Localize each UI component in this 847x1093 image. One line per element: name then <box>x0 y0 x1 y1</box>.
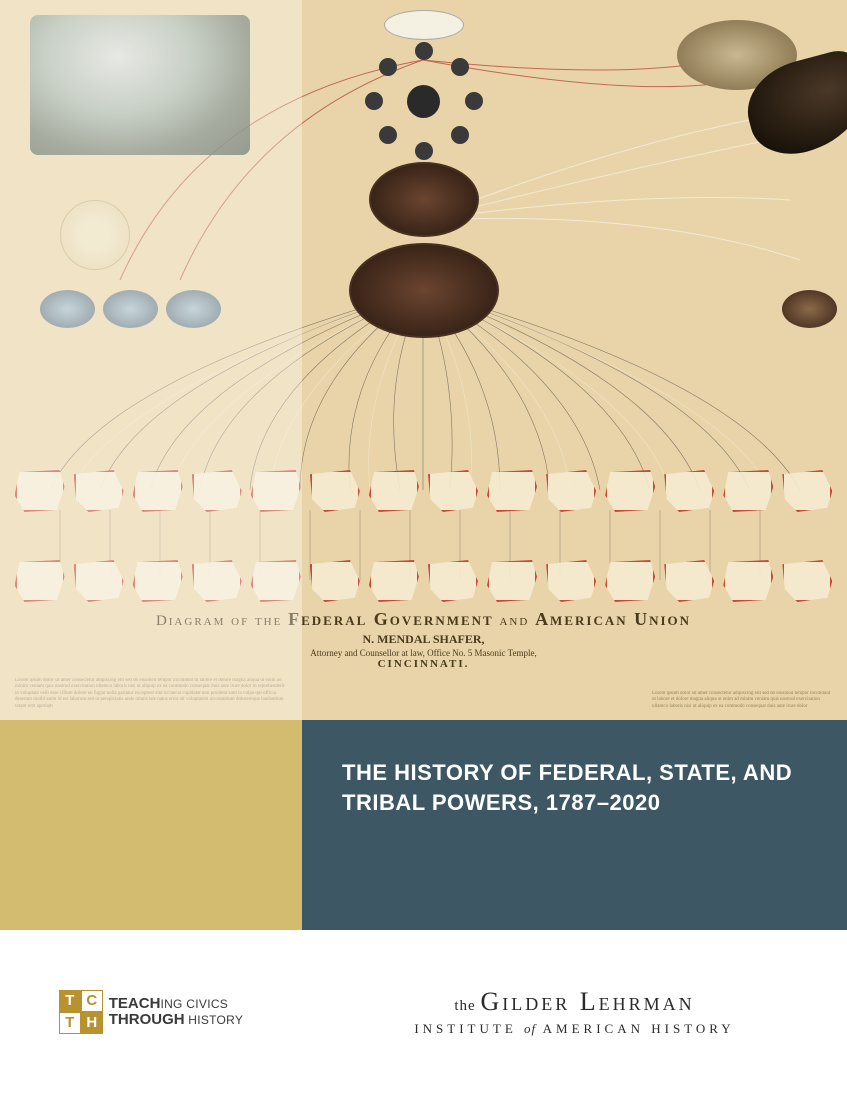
sq-tl: T <box>59 990 81 1012</box>
sq-tr: C <box>81 990 103 1012</box>
fine-print-right: Lorem ipsum dolor sit amet consectetur a… <box>652 691 832 711</box>
tcth-l1c: CIVICS <box>183 997 228 1011</box>
tcth-l2b: HISTORY <box>185 1013 244 1027</box>
gl-of: of <box>524 1021 536 1036</box>
gl-institute-line: INSTITUTE of AMERICAN HISTORY <box>414 1021 734 1037</box>
footer: T C T H TEACHING CIVICS THROUGH HISTORY … <box>0 930 847 1093</box>
tcth-monogram: T C T H <box>59 990 103 1034</box>
title-band-gold <box>0 720 302 930</box>
central-government-stack <box>349 10 499 338</box>
sq-br: H <box>81 1012 103 1034</box>
tcth-l1b: ING <box>160 997 182 1011</box>
tcth-l2a: THROUGH <box>109 1011 185 1028</box>
tcth-logo: T C T H TEACHING CIVICS THROUGH HISTORY <box>59 990 243 1034</box>
sq-bl: T <box>59 1012 81 1034</box>
gl-inst: INSTITUTE <box>414 1021 524 1036</box>
title-band: THE HISTORY OF FEDERAL, STATE, AND TRIBA… <box>0 720 847 930</box>
footer-left: T C T H TEACHING CIVICS THROUGH HISTORY <box>0 990 302 1034</box>
gl-the: the <box>454 998 480 1014</box>
gl-rest: AMERICAN HISTORY <box>536 1021 735 1036</box>
house-oval <box>349 243 499 338</box>
small-vignette-right <box>782 290 837 328</box>
tcth-l1a: TEACH <box>109 995 161 1012</box>
senate-oval <box>369 162 479 237</box>
hero-image-area: Diagram of the Federal Government and Am… <box>0 0 847 720</box>
footer-right: the Gilder Lehrman INSTITUTE of AMERICAN… <box>302 987 847 1037</box>
caption-strong1: Federal Government <box>288 609 494 629</box>
caption-strong2: American Union <box>535 609 691 629</box>
title-band-slate: THE HISTORY OF FEDERAL, STATE, AND TRIBA… <box>302 720 847 930</box>
tcth-wordmark: TEACHING CIVICS THROUGH HISTORY <box>109 996 243 1028</box>
gl-name: Gilder Lehrman <box>480 987 694 1016</box>
hero-left-overlay <box>0 0 302 720</box>
constitution-scroll <box>384 10 464 40</box>
caption-mid2: and <box>499 613 535 629</box>
gl-name-line: the Gilder Lehrman <box>454 987 694 1017</box>
cabinet-ring <box>369 46 479 156</box>
document-title: THE HISTORY OF FEDERAL, STATE, AND TRIBA… <box>342 758 807 817</box>
